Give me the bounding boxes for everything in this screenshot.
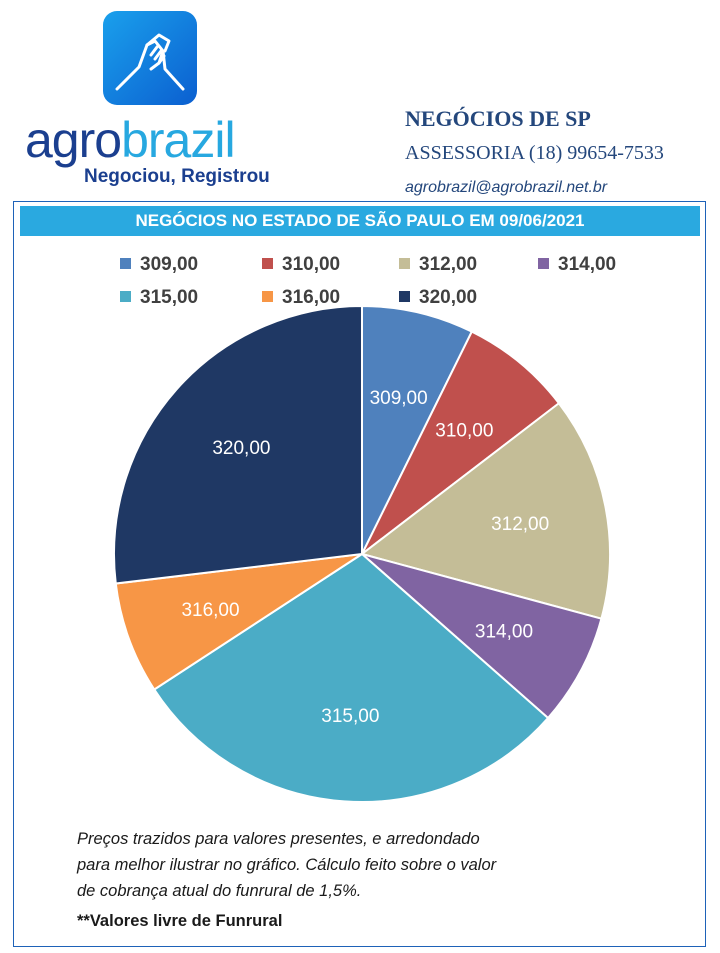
- footnote-line: Preços trazidos para valores presentes, …: [77, 830, 480, 848]
- company-name: NEGÓCIOS DE SP: [405, 106, 591, 131]
- legend-swatch: [262, 258, 273, 269]
- slice-label: 316,00: [181, 600, 239, 621]
- footnote-bold: **Valores livre de Funrural: [77, 912, 283, 930]
- legend-label: 316,00: [282, 287, 341, 308]
- footnote-line: de cobrança atual do funrural de 1,5%.: [77, 882, 362, 900]
- brand-part-2: brazil: [121, 112, 235, 168]
- contact-phone: ASSESSORIA (18) 99654-7533: [405, 142, 664, 164]
- logo-icon-box: [103, 11, 197, 105]
- legend-label: 309,00: [140, 254, 199, 275]
- legend-label: 314,00: [558, 254, 617, 275]
- slice-label: 310,00: [435, 420, 493, 441]
- brand-wordmark: agrobrazil: [25, 112, 236, 168]
- slice-label: 314,00: [475, 621, 533, 642]
- legend-swatch: [262, 291, 273, 302]
- slice-label: 315,00: [321, 706, 379, 727]
- brand-slogan: Negociou, Registrou: [84, 166, 270, 187]
- legend-label: 312,00: [419, 254, 478, 275]
- legend-item: 314,00: [538, 254, 616, 276]
- pie-slice: [113, 304, 363, 585]
- legend-item: 316,00: [262, 287, 340, 309]
- handshake-icon: [115, 33, 185, 91]
- pie-slice: [152, 552, 550, 803]
- chart-legend: 309,00 310,00 312,00 314,00 315,00 316,0…: [0, 0, 720, 308]
- legend-label: 320,00: [419, 287, 478, 308]
- slice-label: 312,00: [491, 514, 549, 535]
- legend-item: 320,00: [399, 287, 477, 309]
- legend-item: 312,00: [399, 254, 477, 276]
- chart-frame: [13, 201, 706, 947]
- legend-item: 309,00: [120, 254, 198, 276]
- footnote-line: para melhor ilustrar no gráfico. Cálculo…: [77, 856, 497, 874]
- footnote: Preços trazidos para valores presentes, …: [77, 826, 496, 904]
- chart-title: NEGÓCIOS NO ESTADO DE SÃO PAULO EM 09/06…: [20, 206, 700, 236]
- pie-slice: [114, 553, 363, 691]
- pie-slice: [359, 401, 611, 620]
- slice-label: 320,00: [212, 438, 270, 459]
- legend-label: 315,00: [140, 287, 199, 308]
- legend-swatch: [399, 291, 410, 302]
- contact-email: agrobrazil@agrobrazil.net.br: [405, 179, 608, 196]
- pie-slice: [361, 330, 561, 555]
- brand-part-1: agro: [25, 112, 122, 168]
- legend-swatch: [538, 258, 549, 269]
- legend-swatch: [120, 291, 131, 302]
- pie-slice: [361, 553, 603, 720]
- legend-label: 310,00: [282, 254, 341, 275]
- legend-swatch: [120, 258, 131, 269]
- legend-item: 310,00: [262, 254, 340, 276]
- legend-swatch: [399, 258, 410, 269]
- legend-item: 315,00: [120, 287, 198, 309]
- pie-slice: [361, 304, 474, 555]
- slice-label: 309,00: [370, 388, 428, 409]
